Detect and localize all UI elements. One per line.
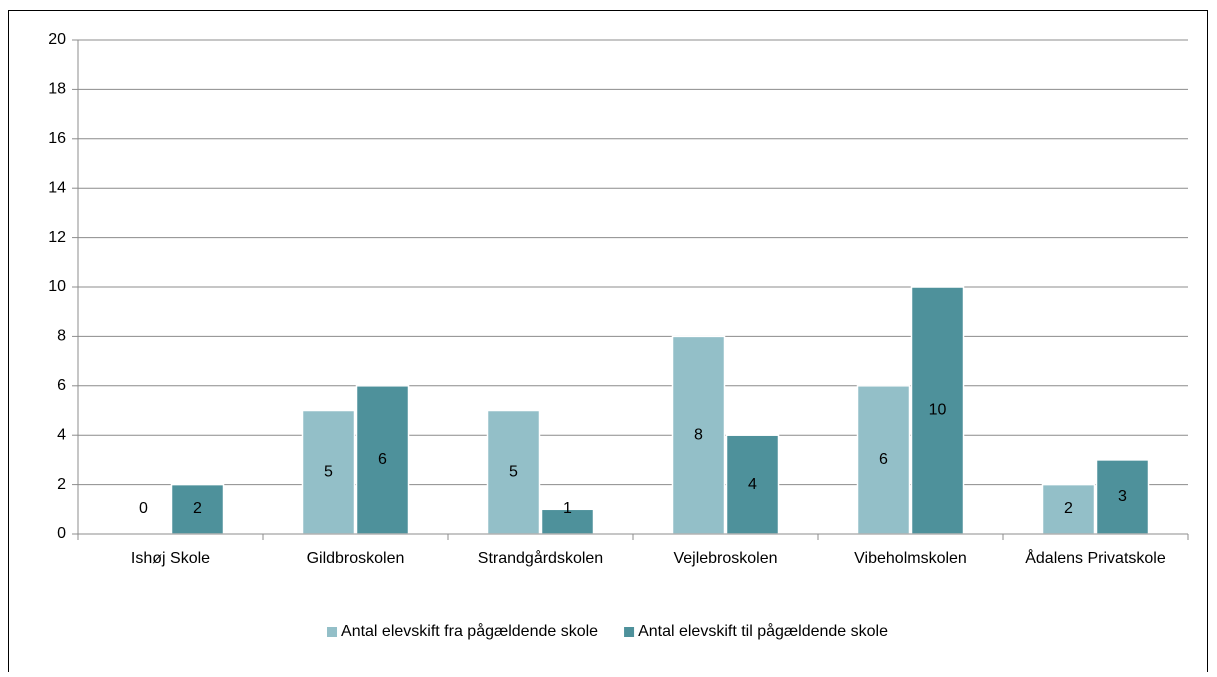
data-label: 3 (1118, 488, 1127, 505)
y-tick-label: 6 (57, 377, 66, 394)
data-label: 5 (509, 463, 518, 480)
y-tick-label: 20 (48, 31, 66, 48)
x-tick-label: Gildbroskolen (307, 550, 405, 567)
bar (170, 483, 225, 535)
y-tick-label: 16 (48, 130, 66, 147)
x-tick-label: Strandgårdskolen (478, 549, 603, 567)
data-label: 6 (879, 451, 888, 468)
x-tick-label: Vejlebroskolen (673, 550, 777, 567)
bar (910, 286, 965, 535)
legend-label: Antal elevskift fra pågældende skole (341, 622, 598, 640)
y-tick-label: 14 (48, 179, 66, 196)
bar (540, 508, 595, 535)
y-tick-label: 0 (57, 525, 66, 542)
bar (1041, 483, 1096, 535)
y-tick-label: 12 (48, 229, 66, 246)
data-label: 6 (378, 451, 387, 468)
bar (671, 335, 726, 535)
y-tick-label: 8 (57, 328, 66, 345)
data-label: 8 (694, 426, 703, 443)
data-label: 5 (324, 463, 333, 480)
x-tick-label: Ishøj Skole (131, 550, 210, 567)
bar (301, 409, 356, 535)
bar (355, 385, 410, 535)
data-label: 2 (193, 500, 202, 517)
data-label: 4 (748, 476, 757, 493)
y-tick-label: 18 (48, 81, 66, 98)
x-tick-label: Ådalens Privatskole (1025, 548, 1166, 567)
y-tick-label: 2 (57, 476, 66, 493)
data-label: 10 (929, 402, 947, 419)
legend-swatch (327, 627, 338, 637)
data-label: 2 (1064, 500, 1073, 517)
chart-frame (8, 10, 1208, 677)
data-label: 0 (139, 500, 148, 517)
data-label: 1 (563, 500, 572, 517)
y-tick-label: 4 (57, 426, 66, 443)
legend-label: Antal elevskift til pågældende skole (638, 622, 888, 640)
y-tick-label: 10 (48, 278, 66, 295)
bar (486, 409, 541, 535)
legend-swatch (624, 627, 635, 637)
bar (856, 385, 911, 535)
x-tick-label: Vibeholmskolen (854, 550, 967, 567)
bar (1095, 459, 1150, 535)
